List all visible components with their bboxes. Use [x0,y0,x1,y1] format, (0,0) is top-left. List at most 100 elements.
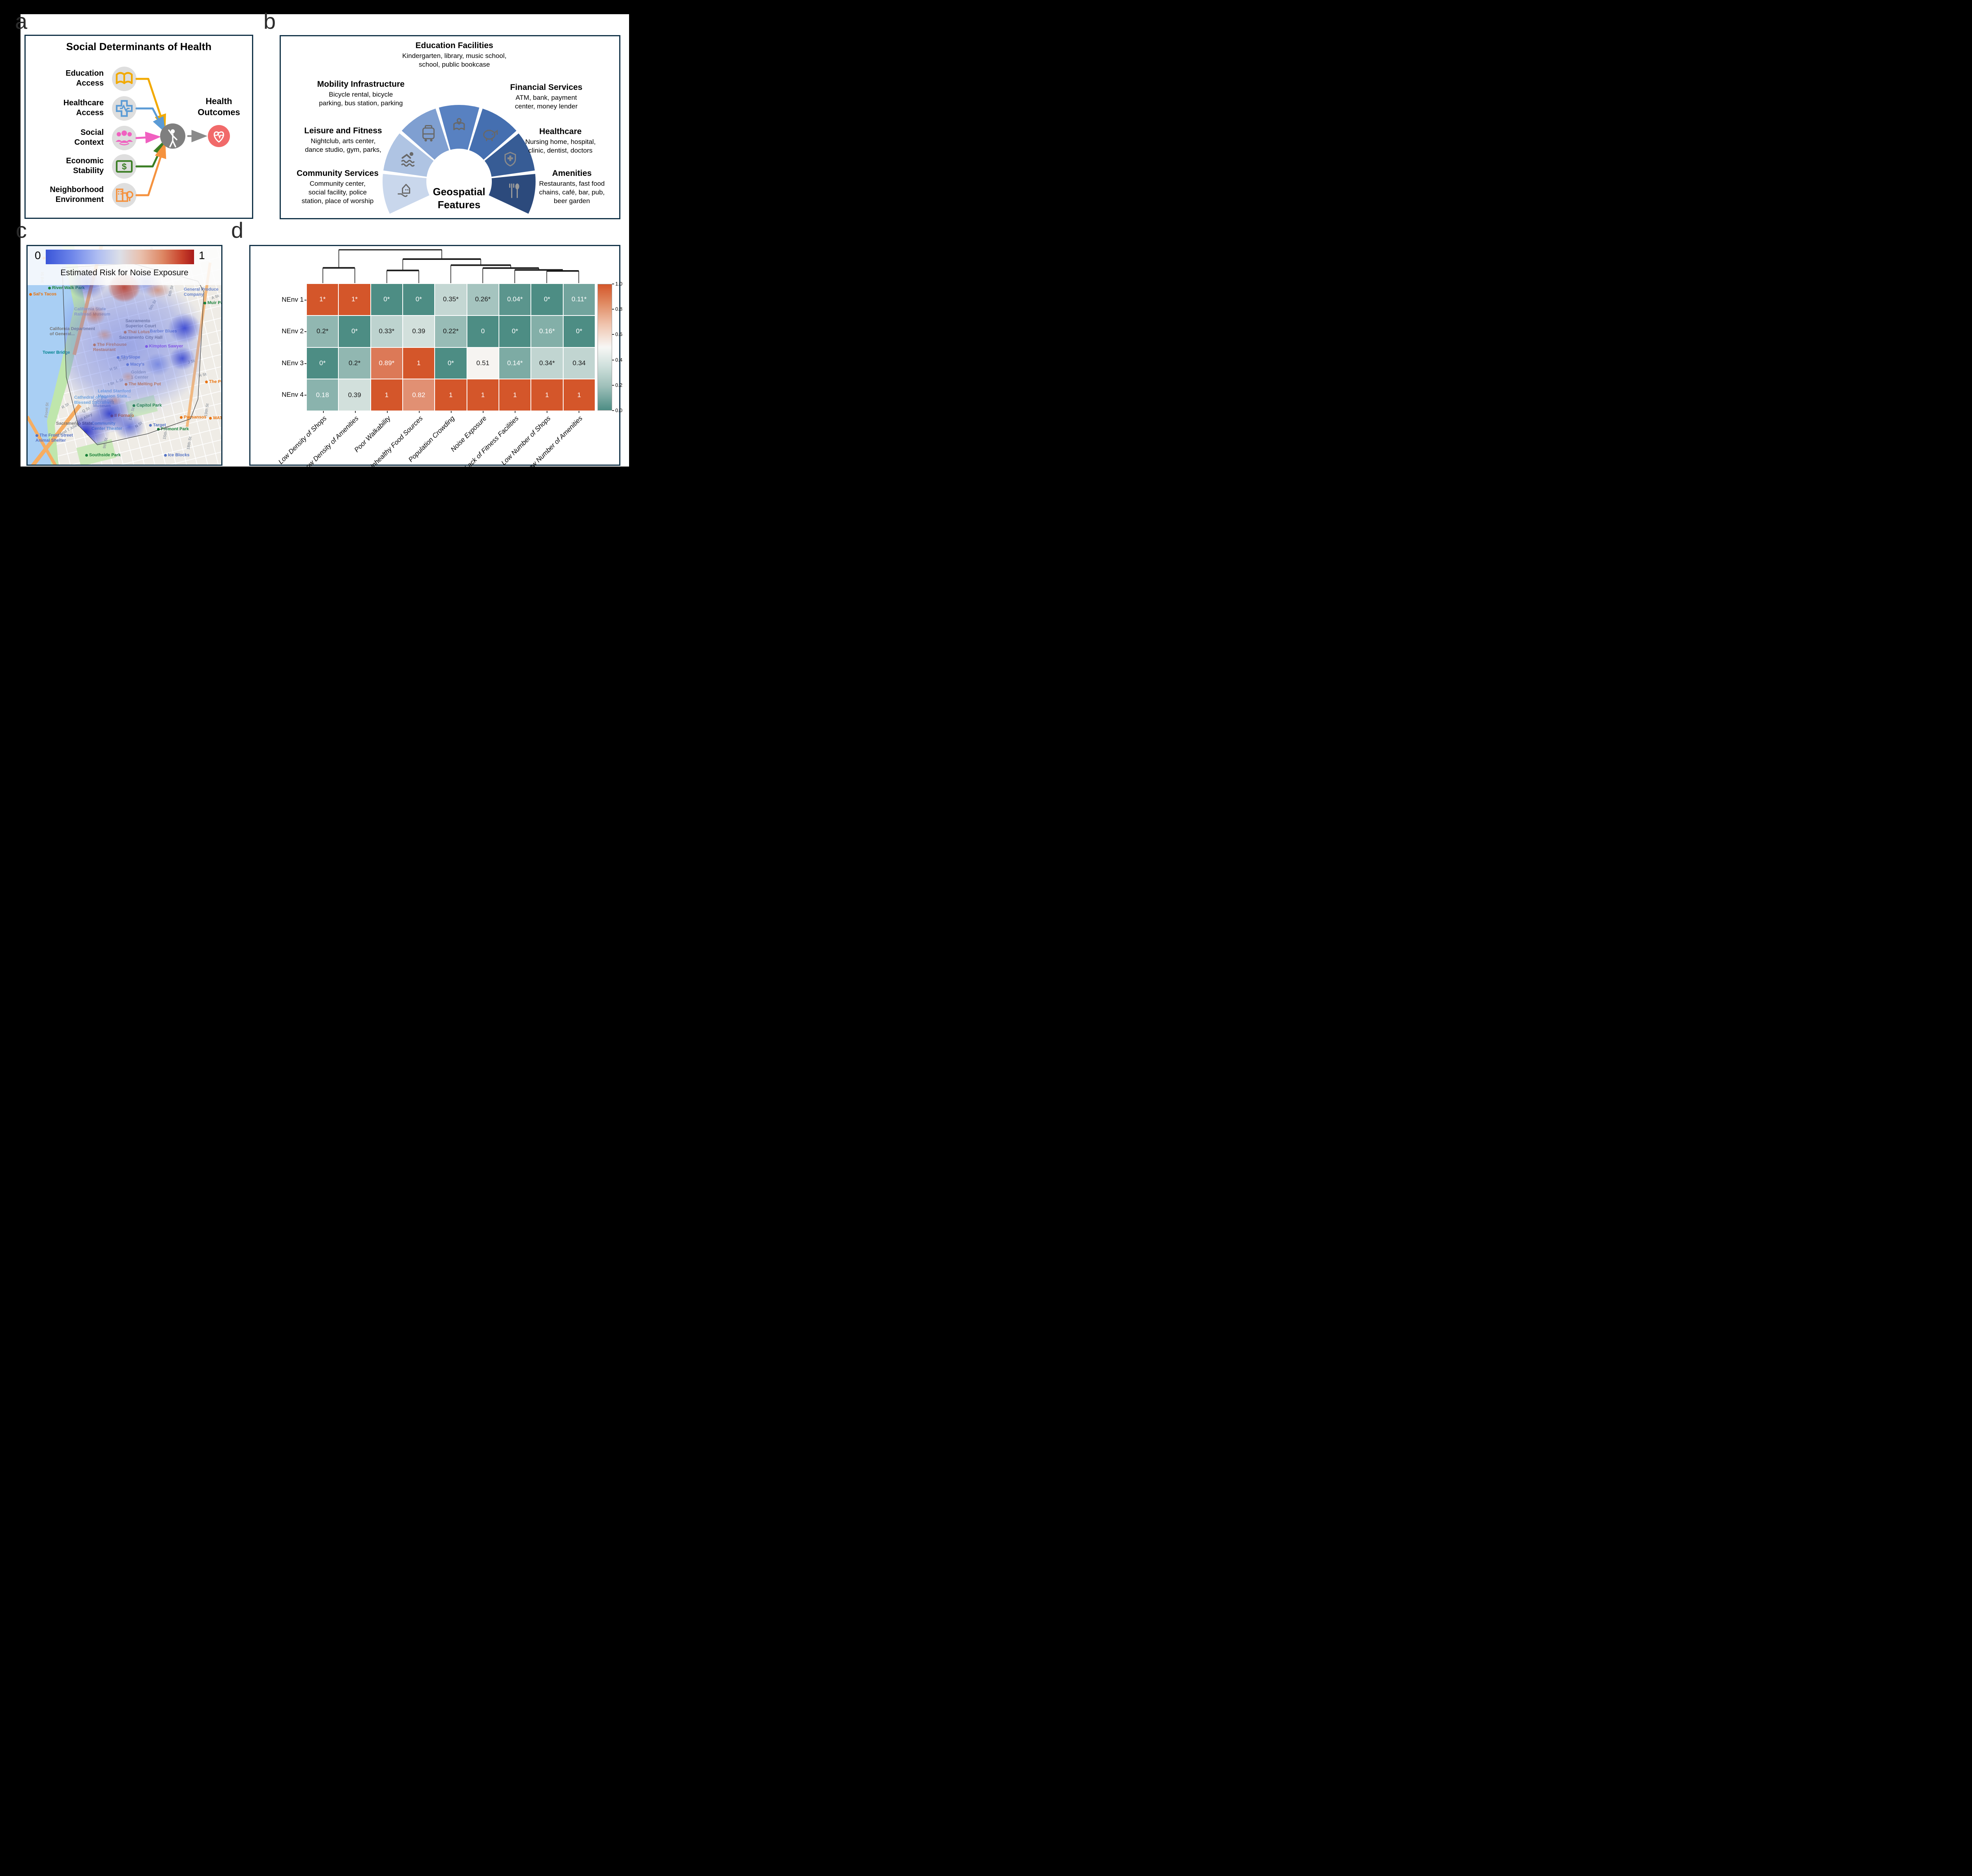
poi-dot [205,380,208,383]
colorbar-tick-label: 0.4 [615,357,623,363]
map-label: Southside Park [85,453,121,458]
sdoh-item-label: Healthcare Access [63,99,104,117]
colorbar-tick-label: 1.0 [615,281,623,287]
person-book-icon [453,118,465,131]
health-outcomes-label: Health Outcomes [198,96,240,117]
category-healthcare: Healthcare Nursing home, hospital, clinic,… [502,127,618,155]
column-tick [387,411,388,413]
category-title: Amenities [552,169,592,178]
heatmap-cell: 0* [531,284,563,315]
legend-min-label: 0 [35,249,41,261]
heatmap-cell: 1* [307,284,338,315]
sdoh-item-label: Social Context [74,128,104,147]
heatmap-cell: 0.14* [499,347,531,379]
colorbar-tickmark [612,309,614,310]
connector-open-book-icon [135,78,166,131]
geospatial-features-center-label: Geospatial Features [433,186,486,211]
svg-text:$: $ [122,162,127,172]
segment-healthcare [484,133,535,177]
noise-risk-legend: 0 1 Estimated Risk for Noise Exposure [28,246,221,285]
legend-gradient-bar [46,250,194,264]
map-label: The Front Street Animal Shelter [35,433,73,443]
heatmap-cell: 0.16* [531,315,563,347]
open-book-icon [112,67,136,91]
person-icon [160,123,185,149]
connector-medical-cross-icon [135,107,166,133]
row-label: NEnv 1 [282,296,304,304]
sdoh-item-label: Economic Stability [66,157,104,175]
heatmap-cell: 0.34 [563,347,595,379]
shield-cross-icon [504,151,516,167]
panel-nenv-clustermap: NEnv 1 NEnv 2 NEnv 3 NEnv 4 1* 1* 0* 0* 0.35* 0.… [249,245,623,469]
dendrogram [322,249,579,283]
heatmap-cell: 1 [435,379,467,411]
panel-geospatial-features: Community Services Community center, socia… [280,35,620,219]
row-label: NEnv 3 [282,359,304,367]
connector-city-buildings-icon [135,142,166,196]
column-tick [355,411,356,413]
column-tick [418,411,420,413]
fork-spoon-icon [509,183,519,198]
row-label: NEnv 4 [282,390,304,398]
category-desc: Bicycle rental, bicycle parking, bus stat… [319,91,403,107]
segment-community [383,174,430,214]
medical-cross-icon [112,96,136,121]
map-label: Sal's Tacos [29,292,56,297]
category-leisure: Leisure and Fitness Nightclub, arts cente… [289,126,397,154]
heart-pulse-icon [208,125,230,147]
heatmap-grid: 1* 1* 0* 0* 0.35* 0.26* 0.04* 0* 0.11* 0.2* 0* 0.33… [307,284,595,411]
connector-dollar-banknote-icon [135,139,166,168]
panel-noise-risk-map: Sal's TacosBurgers and BrewRiver Walk Pa… [26,245,222,466]
heatmap-cell: 0.2* [339,347,370,379]
panel-a-title: Social Determinants of Health [66,41,212,52]
heatmap-cell: 0* [403,284,435,315]
map-label: Ice Blocks [164,453,189,458]
category-mobility: Mobility Infrastructure Bicycle rental, b… [300,80,422,108]
map-label: WAT [209,416,221,421]
category-desc: Community center, social facility, police… [301,180,374,205]
map-label: The Porc [205,379,221,385]
poi-dot [85,454,88,457]
column-tick [451,411,452,413]
row-label: NEnv 2 [282,327,304,335]
piggy-bank-icon [483,129,498,141]
category-title: Healthcare [539,127,582,136]
heatmap-cell: 0.82 [403,379,435,411]
heatmap-cell: 0.33* [371,315,402,347]
panel-letter-a: a [15,9,28,34]
poi-dot [209,416,212,420]
category-financial: Financial Services ATM, bank, payment cent… [489,83,603,111]
figure-canvas: a b c d Social Determinants of Health Ed… [0,0,632,469]
colorbar-tick-label: 0.6 [615,331,623,338]
heatmap-cell: 1 [563,379,595,411]
colorbar-tickmark [612,410,614,411]
category-title: Leisure and Fitness [304,126,382,135]
category-education: Education Facilities Kindergarten, librar… [371,41,538,69]
heatmap-cell: 0* [435,347,467,379]
poi-dot [29,293,32,296]
sdoh-connector-graphic [135,78,230,196]
heatmap-cell: 0.35* [435,284,467,315]
connector-people-group-icon [135,131,161,144]
category-title: Mobility Infrastructure [317,80,405,89]
sdoh-item-label: Neighborhood Environment [50,185,104,204]
colorbar-tick-label: 0.0 [615,407,623,413]
segment-education [439,105,480,150]
map-label: Tower Bridge [43,350,70,355]
category-desc: Restaurants, fast food chains, café, bar,… [539,180,605,205]
row-tick [304,300,306,301]
panel-sdoh-diagram: Social Determinants of Health Education A… [24,35,253,219]
panel-letter-b: b [263,9,276,34]
heatmap-cell: 0.39 [403,315,435,347]
heatmap-cell: 0.04* [499,284,531,315]
heatmap-cell: 1 [371,379,402,411]
colorbar-tickmark [612,385,614,386]
legend-title: Estimated Risk for Noise Exposure [60,268,189,277]
category-title: Financial Services [510,83,583,92]
poi-dot [164,454,167,457]
sdoh-item-label: Education Access [65,69,104,88]
heatmap-cell: 0.18 [307,379,338,411]
category-amenities: Amenities Restaurants, fast food chains, c… [525,169,619,205]
row-tick [304,363,306,364]
heatmap-cell: 1 [531,379,563,411]
